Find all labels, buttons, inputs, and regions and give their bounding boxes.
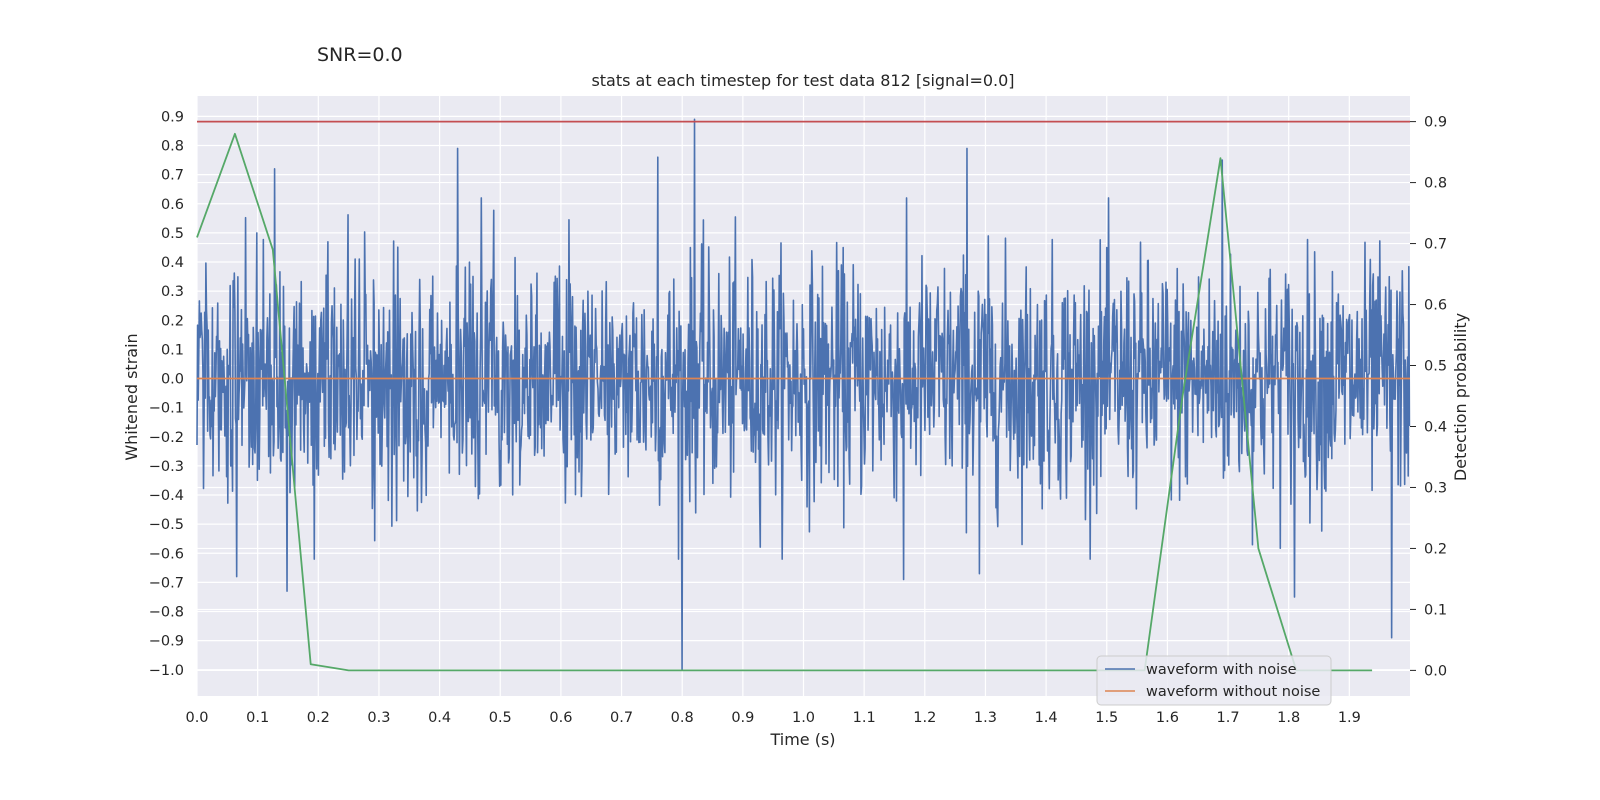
y-tick-label-right: 0.7 [1424, 237, 1447, 253]
y-tick-label: −0.5 [149, 517, 184, 533]
legend-label-waveform-without-noise: waveform without noise [1146, 684, 1320, 700]
legend-box [1096, 655, 1332, 706]
y-axis-label: Whitened strain [122, 333, 141, 460]
y-ticks: 0.9 0.8 0.7 0.6 0.5 0.4 0.3 0.2 0.1 0.0 −0.1 −0.2 −0… [149, 109, 184, 678]
y-tick-label: 0.1 [161, 342, 184, 358]
x-tick-label: 0.7 [610, 710, 633, 726]
y-tick-label: 0.0 [161, 372, 184, 388]
x-tick-label: 1.1 [853, 710, 876, 726]
y-tick-label-right: 0.3 [1424, 480, 1447, 496]
x-tick-label: 1.3 [974, 710, 997, 726]
series-layer [196, 118, 1411, 672]
y-tick-label: 0.8 [161, 139, 184, 155]
x-tick-label: 0.6 [549, 710, 572, 726]
x-tick-label: 1.8 [1277, 710, 1300, 726]
legend: waveform with noise waveform without noi… [1096, 655, 1332, 706]
y-ticks-right: 0.9 0.8 0.7 0.6 0.5 0.4 0.3 0.2 0.1 0.0 [1410, 115, 1447, 679]
x-tick-label: 0.2 [307, 710, 330, 726]
x-axis-label: Time (s) [769, 730, 835, 749]
y-tick-label-right: 0.4 [1424, 419, 1447, 435]
suptitle: SNR=0.0 [317, 44, 403, 66]
x-tick-label: 1.5 [1095, 710, 1118, 726]
y-tick-label: 0.5 [161, 226, 184, 242]
y-tick-label: 0.7 [161, 168, 184, 184]
x-tick-label: 0.5 [489, 710, 512, 726]
y-tick-label: 0.3 [161, 284, 184, 300]
x-tick-label: 0.1 [246, 710, 269, 726]
x-tick-label: 1.0 [792, 710, 815, 726]
y-tick-label: −0.9 [149, 634, 184, 650]
y-tick-label: −0.1 [149, 401, 184, 417]
y-tick-label: 0.6 [161, 197, 184, 213]
y-tick-label-right: 0.0 [1424, 663, 1447, 679]
y-tick-label: −0.7 [149, 575, 184, 591]
x-tick-label: 0.3 [367, 710, 390, 726]
y-tick-label-right: 0.1 [1424, 602, 1447, 618]
y-tick-label: −0.2 [149, 430, 184, 446]
legend-label-waveform-with-noise: waveform with noise [1146, 662, 1297, 678]
y-tick-label-right: 0.5 [1424, 359, 1447, 375]
x-tick-label: 1.6 [1156, 710, 1179, 726]
y-tick-label-right: 0.9 [1424, 115, 1447, 131]
y-tick-label: −0.4 [149, 488, 184, 504]
y-tick-label: −0.3 [149, 459, 184, 475]
y-axis-label-right: Detection probability [1451, 313, 1470, 481]
x-tick-label: 0.8 [671, 710, 694, 726]
y-tick-label-right: 0.2 [1424, 541, 1447, 557]
x-tick-label: 1.4 [1035, 710, 1058, 726]
x-tick-label: 0.9 [731, 710, 754, 726]
y-tick-label: −0.6 [149, 546, 184, 562]
x-tick-label: 1.2 [913, 710, 936, 726]
x-tick-label: 1.7 [1217, 710, 1240, 726]
series-waveform-with-noise [196, 118, 1411, 671]
y-tick-label-right: 0.6 [1424, 298, 1447, 314]
y-tick-label: −0.8 [149, 605, 184, 621]
y-tick-label-right: 0.8 [1424, 176, 1447, 192]
x-tick-label: 0.0 [185, 710, 208, 726]
x-tick-label: 0.4 [428, 710, 451, 726]
y-tick-label: 0.9 [161, 109, 184, 125]
y-tick-label: 0.4 [161, 255, 184, 271]
series-detection-probability [196, 132, 1373, 672]
x-tick-label: 1.9 [1338, 710, 1361, 726]
chart-title: stats at each timestep for test data 812… [591, 71, 1014, 90]
x-ticks: 0.0 0.1 0.2 0.3 0.4 0.5 0.6 0.7 0.8 0.9 1.0 1.1 1.2 1… [185, 710, 1360, 726]
y-tick-label: 0.2 [161, 313, 184, 329]
y-tick-label: −1.0 [149, 663, 184, 679]
